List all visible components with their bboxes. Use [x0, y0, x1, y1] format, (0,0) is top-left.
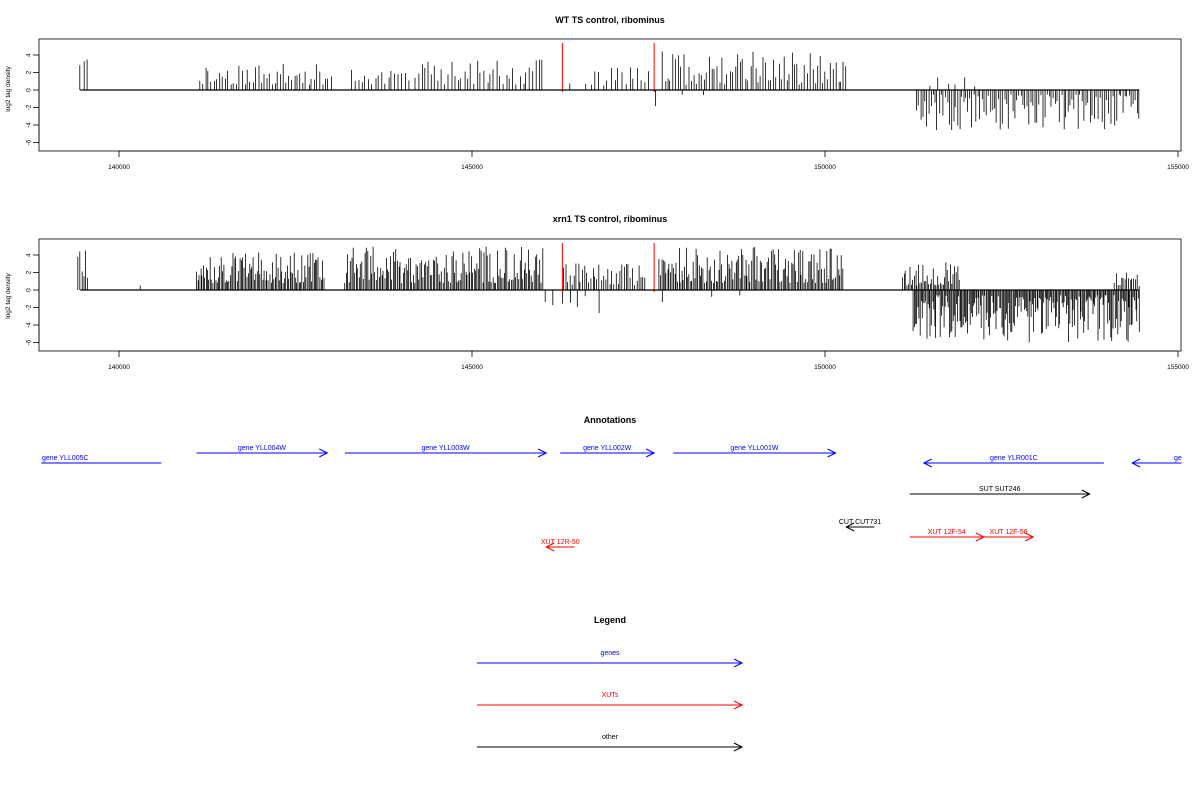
y-tick-label: -4: [26, 322, 33, 328]
boundary-markers: [561, 43, 655, 92]
wt-density-panel: WT TS control, ribominus log2 tag densit…: [5, 15, 1189, 171]
feature-xut-12f-56: XUT 12F-56: [983, 529, 1035, 542]
legend: Legend genes XUTs other: [477, 615, 744, 752]
feature-label: XUT 12F-54: [928, 529, 966, 536]
feature-cut-cut731: CUT CUT731: [839, 519, 881, 532]
legend-arrowhead: [733, 700, 744, 710]
arrowhead: [645, 448, 656, 458]
y-tick-label: -6: [26, 139, 33, 145]
feature-xut-12r-50: XUT 12R-50: [541, 539, 580, 552]
x-tick-label: 145000: [461, 364, 483, 371]
arrowhead: [545, 542, 555, 552]
feature-arrows: gene YLL005C gene YLL004W gene YLL003W gene…: [41, 445, 1182, 552]
legend-label: XUTs: [602, 692, 619, 699]
x-tick-label: 155000: [1167, 364, 1189, 371]
x-tick-label: 155000: [1167, 164, 1189, 171]
feature-label: gene YLL004W: [238, 445, 287, 452]
arrowhead: [1081, 489, 1091, 499]
y-tick-label: 2: [26, 70, 33, 74]
feature-label: gene YLL005C: [42, 455, 89, 462]
feature-label: gene YLL001W: [730, 445, 779, 452]
arrowhead: [845, 522, 855, 532]
feature-label: ge: [1174, 455, 1182, 462]
annotations-title: Annotations: [584, 415, 637, 425]
feature-gene-yll005c: gene YLL005C: [41, 455, 162, 464]
y-tick-label: -4: [26, 122, 33, 128]
xrn1-density-panel: xrn1 TS control, ribominus log2 tag dens…: [5, 214, 1189, 371]
y-axis-label: log2 tag density: [5, 65, 12, 111]
x-tick-label: 140000: [108, 164, 130, 171]
y-tick-label: 2: [26, 270, 33, 274]
x-axis: 140000 145000 150000 155000: [108, 350, 1189, 371]
feature-label: gene YLR001C: [990, 455, 1038, 462]
feature-label: SUT SUT246: [979, 486, 1021, 493]
arrowhead: [319, 448, 329, 458]
density-bars: [79, 51, 1140, 130]
feature-gene-yll002w: gene YLL002W: [560, 445, 656, 458]
panel-title: xrn1 TS control, ribominus: [553, 214, 668, 224]
y-tick-label: 0: [26, 288, 33, 292]
arrowhead: [537, 448, 548, 458]
feature-label: CUT CUT731: [839, 519, 881, 526]
y-tick-label: 4: [26, 253, 33, 257]
density-bars: [77, 246, 1140, 343]
x-axis: 140000 145000 150000 155000: [108, 150, 1189, 171]
x-tick-label: 140000: [108, 364, 130, 371]
y-axis: -6 -4 -2 0 2 4: [26, 253, 40, 345]
feature-label: gene YLL003W: [421, 445, 470, 452]
y-tick-label: -2: [26, 104, 33, 110]
arrowhead: [1025, 532, 1035, 542]
legend-item-genes: genes: [477, 650, 744, 668]
y-tick-label: 4: [26, 53, 33, 57]
y-axis-label: log2 tag density: [5, 272, 12, 318]
arrowhead: [827, 448, 837, 458]
x-tick-label: 150000: [814, 164, 836, 171]
legend-item-xuts: XUTs: [477, 692, 744, 710]
feature-label: XUT 12R-50: [541, 539, 580, 546]
legend-label: genes: [600, 650, 620, 657]
feature-gene-yll004w: gene YLL004W: [196, 445, 329, 458]
y-tick-label: -2: [26, 304, 33, 310]
legend-item-other: other: [477, 734, 744, 752]
arrowhead: [1130, 458, 1141, 468]
legend-arrowhead: [733, 658, 744, 668]
legend-title: Legend: [594, 615, 626, 625]
feature-gene-yll001w: gene YLL001W: [673, 445, 837, 458]
legend-label: other: [602, 734, 619, 741]
legend-arrowhead: [733, 742, 744, 752]
arrowhead: [922, 458, 933, 468]
y-tick-label: 0: [26, 88, 33, 92]
x-tick-label: 150000: [814, 364, 836, 371]
y-tick-label: -6: [26, 339, 33, 345]
x-tick-label: 145000: [461, 164, 483, 171]
boundary-markers: [561, 243, 655, 292]
y-axis: -6 -4 -2 0 2 4: [26, 53, 40, 145]
feature-label: XUT 12F-56: [990, 529, 1028, 536]
panel-title: WT TS control, ribominus: [555, 15, 665, 25]
legend-items: genes XUTs other: [477, 650, 744, 752]
feature-label: gene YLL002W: [583, 445, 632, 452]
feature-ge: ge: [1130, 455, 1182, 468]
feature-gene-ylr001c: gene YLR001C: [922, 455, 1104, 468]
feature-gene-yll003w: gene YLL003W: [344, 445, 548, 458]
feature-sut-sut246: SUT SUT246: [909, 486, 1091, 499]
